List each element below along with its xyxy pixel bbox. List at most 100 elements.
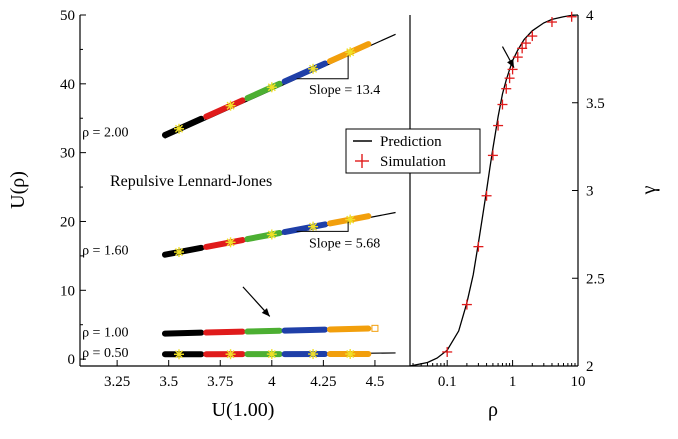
- simulation-points-segment: [244, 327, 283, 335]
- reference-star: [266, 82, 277, 93]
- left-y-tick-label: 30: [60, 146, 75, 162]
- legend-prediction-label: Prediction: [380, 134, 442, 150]
- right-y-tick-label: 2.5: [586, 271, 605, 287]
- reference-star-ray: [174, 350, 184, 359]
- simulation-points-segment: [281, 221, 329, 236]
- slope-triangle-rho-1.6: [296, 221, 349, 232]
- left-y-tick-label: 50: [60, 8, 75, 24]
- right-y-tick-label: 2: [586, 359, 594, 375]
- series-rho-2: ρ = 1.00: [82, 324, 379, 341]
- reference-star-ray: [267, 350, 276, 359]
- density-label: ρ = 1.60: [82, 244, 128, 259]
- density-label: ρ = 1.00: [82, 326, 128, 341]
- left-arrow: [242, 286, 271, 317]
- reference-star: [225, 349, 236, 360]
- legend: Prediction Simulation: [345, 128, 481, 174]
- right-arrow: [501, 46, 515, 68]
- reference-star-ray: [267, 230, 276, 239]
- legend-box: [345, 128, 481, 174]
- left-y-tick-label: 10: [60, 283, 75, 299]
- reference-star-ray: [309, 64, 318, 73]
- left-arrow-head: [261, 308, 270, 317]
- simulation-point: [473, 241, 484, 252]
- left-x-tick-label: 4: [268, 374, 276, 390]
- simulation-point: [527, 31, 538, 42]
- left-y-tick-label: 0: [68, 352, 76, 368]
- reference-star-ray: [174, 248, 184, 257]
- simulation-point: [512, 52, 523, 63]
- right-x-tick-label: 0.1: [438, 374, 457, 390]
- simulation-point: [461, 299, 472, 310]
- reference-star-ray: [267, 83, 276, 92]
- right-y-axis-label: γ: [638, 185, 660, 195]
- simulation-points-segment: [203, 328, 246, 336]
- prediction-curve: [409, 14, 579, 367]
- simulation-point: [501, 83, 512, 94]
- density-label: ρ = 0.50: [82, 346, 128, 361]
- simulation-points-segment: [244, 80, 283, 102]
- left-x-tick-label: 4.25: [310, 374, 336, 390]
- left-x-tick-label: 4.5: [366, 374, 385, 390]
- reference-star: [225, 100, 236, 111]
- left-x-tick-label: 3.25: [104, 374, 130, 390]
- left-x-axis-label: U(1.00): [212, 399, 275, 421]
- reference-star: [266, 349, 277, 360]
- slope-annotation: Slope = 13.4: [309, 83, 380, 98]
- simulation-points-segment: [161, 244, 205, 258]
- simulation-point: [566, 11, 577, 22]
- reference-star-ray: [346, 48, 355, 57]
- reference-star: [266, 229, 277, 240]
- reference-star-ray: [346, 349, 355, 359]
- simulation-point: [487, 150, 498, 161]
- left-x-tick-label: 3.5: [159, 374, 178, 390]
- slope-triangle-rho-2: [296, 55, 349, 80]
- simulation-points-segment: [161, 329, 205, 337]
- reference-star: [174, 123, 184, 134]
- right-y-tick-label: 3.5: [586, 96, 605, 112]
- slope-annotation: Slope = 5.68: [309, 237, 380, 252]
- density-label: ρ = 2.00: [82, 125, 128, 140]
- reference-star-ray: [309, 350, 318, 359]
- left-y-tick-label: 40: [60, 77, 75, 93]
- right-x-axis-label: ρ: [488, 399, 498, 421]
- reference-star: [345, 47, 356, 58]
- simulation-point: [504, 73, 515, 84]
- left-y-axis-label: U(ρ): [7, 171, 29, 209]
- left-ticks: 3.25 3.5 3.75 4 4.25 4.5 0 10 20 30 40 50: [60, 8, 384, 390]
- reference-star: [308, 63, 319, 74]
- reference-star: [308, 349, 319, 360]
- simulation-point: [517, 43, 528, 54]
- simulation-point: [497, 99, 508, 110]
- right-y-tick-label: 4: [586, 8, 594, 24]
- right-y-tick-label: 3: [586, 184, 594, 200]
- right-x-tick-label: 1: [509, 374, 517, 390]
- right-arrow-head: [507, 58, 514, 68]
- reference-star: [174, 247, 184, 258]
- simulation-point: [520, 38, 531, 49]
- left-y-tick-label: 20: [60, 214, 75, 230]
- reference-star-ray: [226, 238, 235, 247]
- simulation-points-segment: [281, 326, 329, 334]
- simulation-point: [442, 346, 453, 357]
- simulation-points-segment: [326, 325, 372, 333]
- reference-star-ray: [226, 101, 235, 110]
- simulation-points-segment: [161, 115, 205, 139]
- left-x-tick-label: 3.75: [207, 374, 233, 390]
- left-panel-title: Repulsive Lennard-Jones: [110, 173, 272, 190]
- simulation-point: [481, 190, 492, 201]
- reference-star: [225, 237, 236, 248]
- series-rho-0: ρ = 2.00: [82, 33, 396, 140]
- simulation-point: [546, 17, 557, 28]
- simulation-point: [493, 120, 504, 131]
- legend-simulation-label: Simulation: [380, 154, 446, 170]
- open-square-marker: [371, 324, 379, 332]
- reference-star-ray: [174, 124, 184, 133]
- simulation-points-segment: [203, 237, 246, 250]
- right-plot: [409, 11, 579, 367]
- reference-star: [345, 348, 356, 359]
- right-x-tick-label: 10: [571, 374, 586, 390]
- reference-star-ray: [226, 350, 235, 359]
- left-plot: ρ = 2.00 ρ = 1.60 ρ = 1.00 ρ = 0.50 Slope = …: [82, 33, 396, 361]
- series-rho-3: ρ = 0.50: [82, 346, 396, 361]
